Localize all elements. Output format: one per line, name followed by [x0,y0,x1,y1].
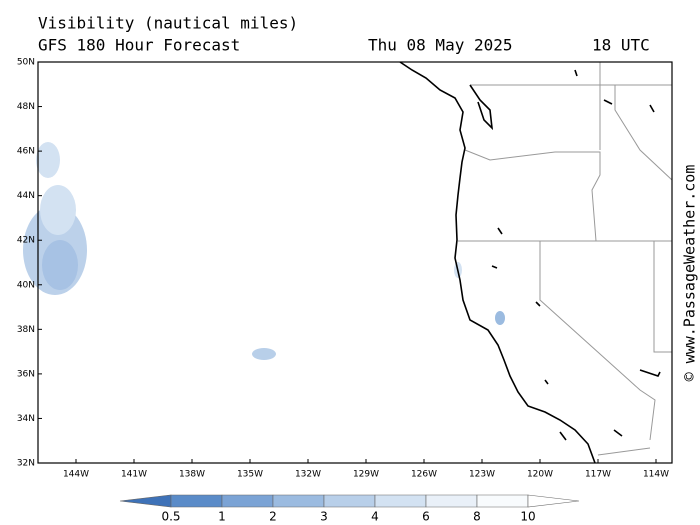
lon-label: 120W [527,470,553,480]
lat-label: 50N [17,58,35,68]
lat-label: 44N [17,191,35,201]
colorbar: 0.5 1 2 3 4 6 8 10 [119,494,580,524]
lat-label: 36N [17,369,35,379]
coastline [399,61,661,464]
lat-label: 40N [17,280,35,290]
colorbar-segment [476,494,529,508]
lat-label: 38N [17,325,35,335]
lon-label: 132W [295,470,321,480]
lon-label: 117W [585,470,611,480]
colorbar-segment [374,494,427,508]
colorbar-segment [119,494,172,508]
lon-label: 123W [469,470,495,480]
colorbar-label: 6 [422,510,430,524]
colorbar-segment [221,494,274,508]
lat-label: 48N [17,102,35,112]
colorbar-label: 4 [371,510,379,524]
lon-label: 138W [179,470,205,480]
state-borders [458,62,673,456]
colorbar-segment [272,494,325,508]
lat-label: 46N [17,147,35,157]
lon-label: 144W [63,470,89,480]
colorbar-segment [527,494,580,508]
colorbar-label: 2 [269,510,277,524]
colorbar-label: 0.5 [161,510,180,524]
colorbar-segment [425,494,478,508]
lon-label: 135W [237,470,263,480]
lon-label: 126W [411,470,437,480]
colorbar-label: 8 [473,510,481,524]
model: GFS 180 Hour Forecast [38,36,240,55]
lon-label: 141W [121,470,147,480]
title: Visibility (nautical miles) [38,14,298,33]
lat-label: 34N [17,414,35,424]
colorbar-label: 10 [520,510,535,524]
watermark: © www.PassageWeather.com [681,165,699,382]
lat-label: 42N [17,236,35,246]
colorbar-label: 3 [320,510,328,524]
colorbar-segment [323,494,376,508]
fog-areas [23,142,505,360]
colorbar-label: 1 [218,510,226,524]
colorbar-segment [170,494,223,508]
date: Thu 08 May 2025 [368,36,513,55]
lon-label: 114W [643,470,669,480]
lon-label: 129W [353,470,379,480]
time: 18 UTC [592,36,650,55]
lat-label: 32N [17,459,35,469]
map-frame [37,61,673,464]
